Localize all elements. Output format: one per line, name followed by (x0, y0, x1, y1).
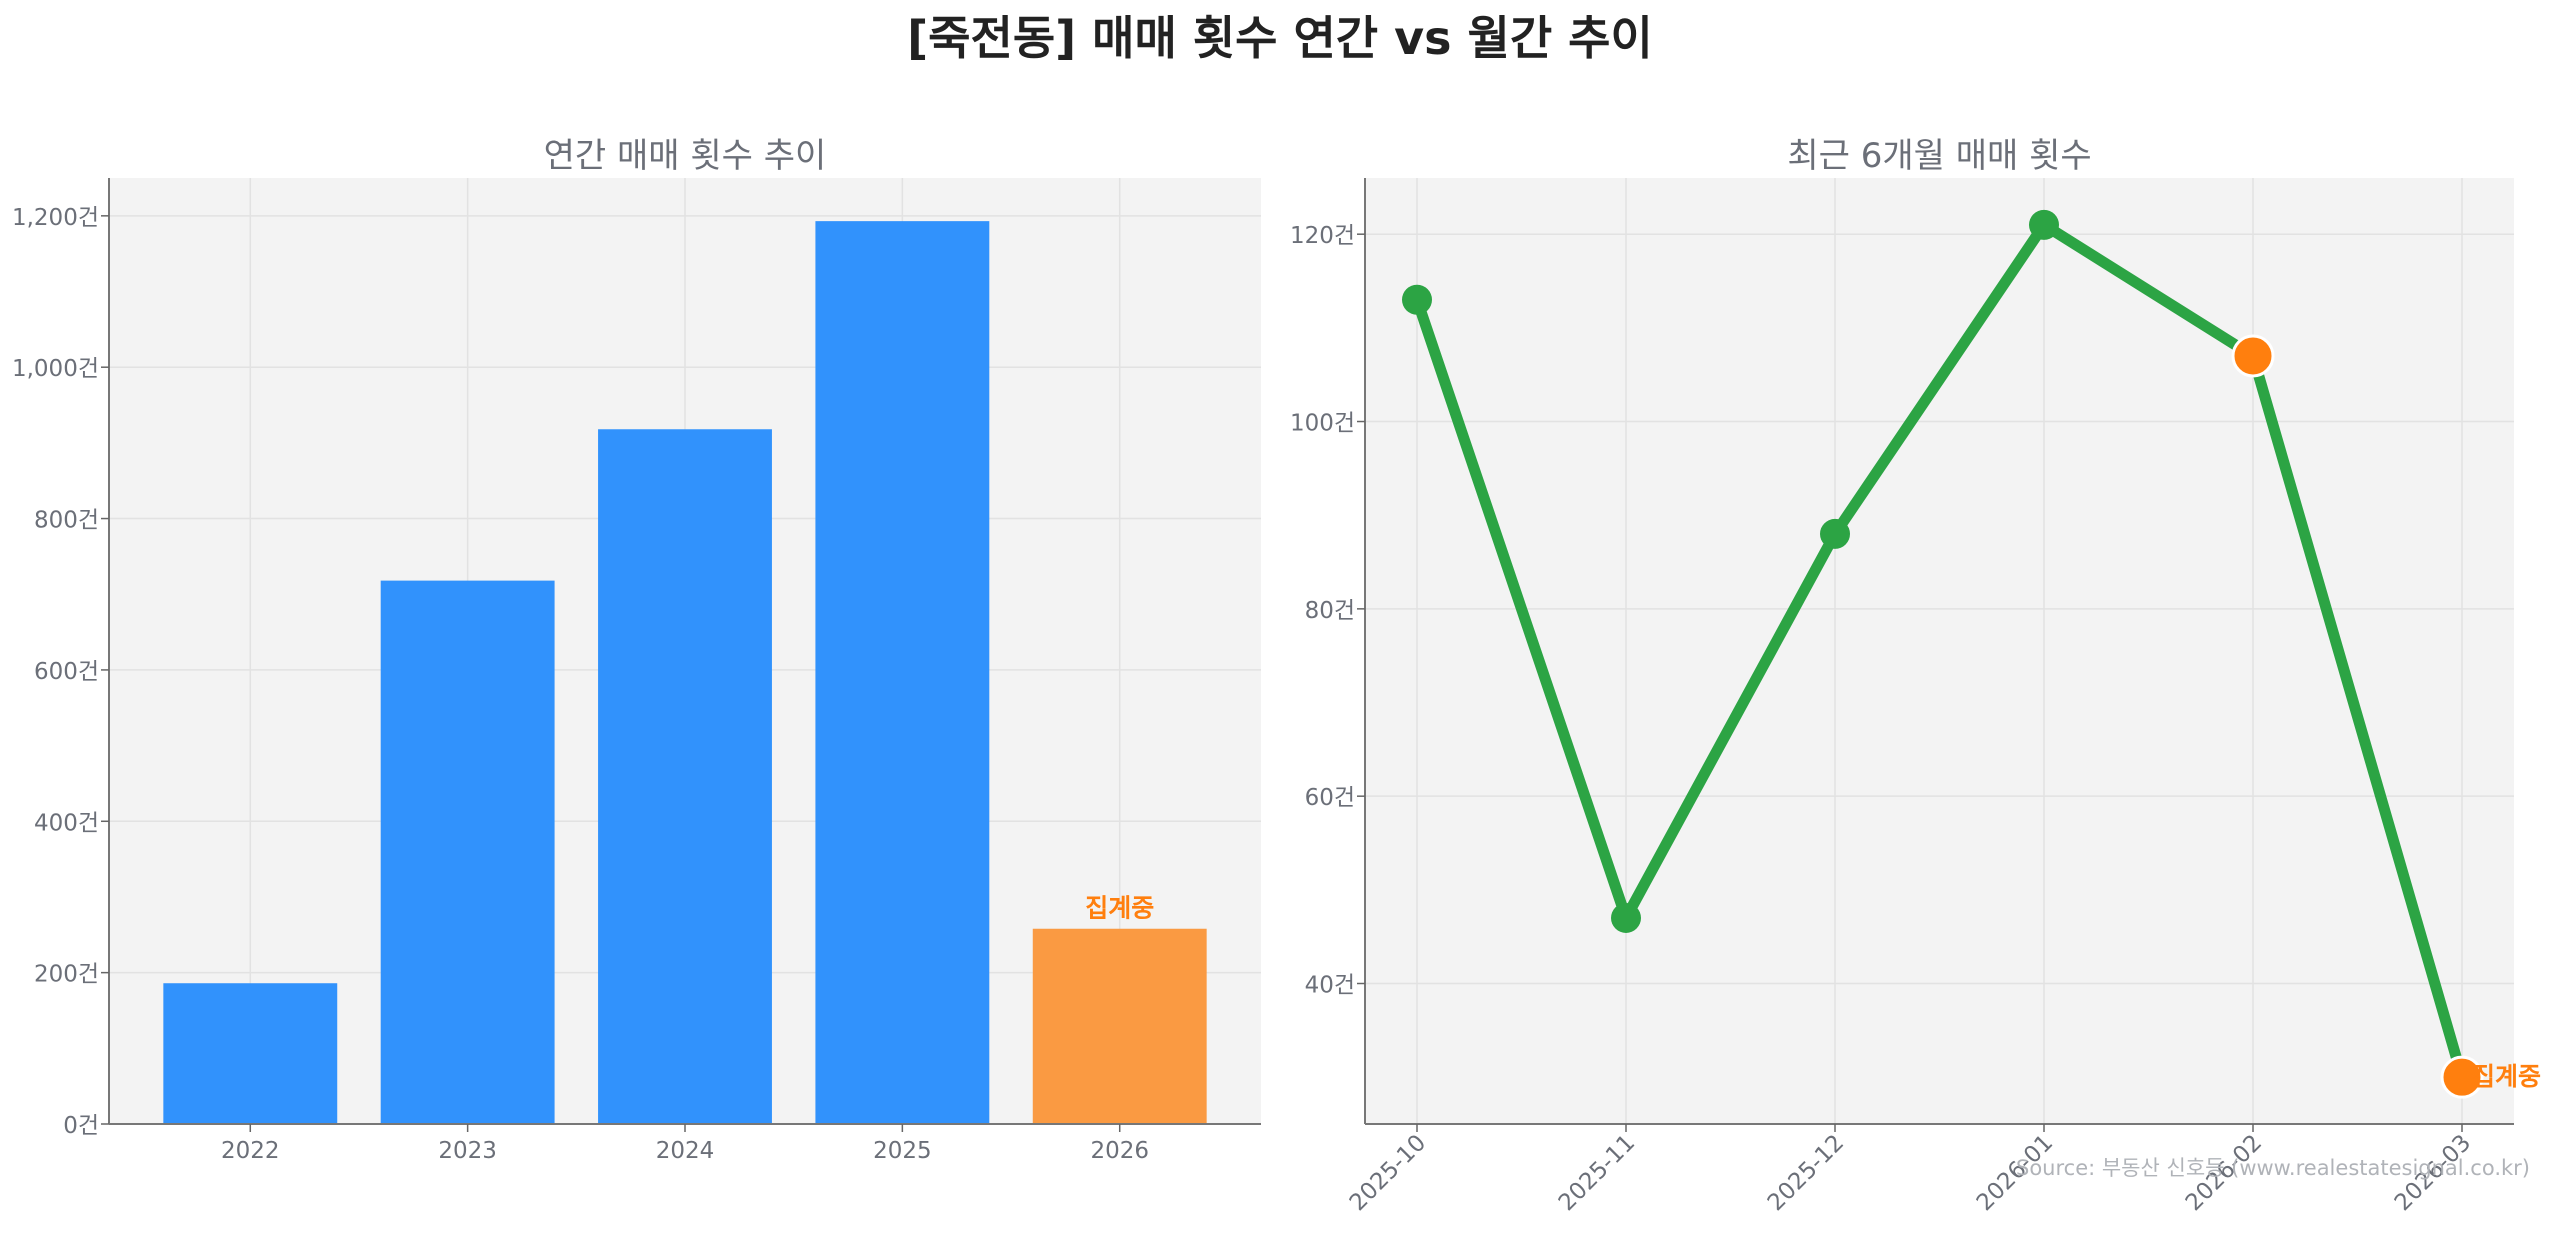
monthly-chart-title: 최근 6개월 매매 횟수 (1787, 136, 2091, 176)
monthly-gridlines (1365, 178, 2514, 1124)
monthly-point (2029, 209, 2059, 240)
annual-x-tick-label: 2025 (873, 1138, 932, 1164)
monthly-points (1402, 209, 2484, 1099)
annual-y-tick-label: 800건 (34, 508, 99, 534)
monthly-y-tick-label: 60건 (1305, 785, 1355, 811)
annual-y-ticks: 0건 200건 400건 600건 800건 1,000건 1,200건 (12, 205, 109, 1139)
annual-bar-partial (1032, 928, 1207, 1124)
annual-y-tick-label: 400건 (34, 810, 99, 836)
monthly-plot-area (1365, 178, 2514, 1124)
annual-x-tick-label: 2022 (221, 1138, 280, 1164)
annual-x-ticks: 2022 2023 2024 2025 2026 (221, 1124, 1149, 1164)
annual-bars (163, 221, 1207, 1125)
annual-x-tick-label: 2023 (438, 1138, 497, 1164)
monthly-line-series (1411, 219, 2468, 1083)
annual-x-tick-label: 2026 (1090, 1138, 1149, 1164)
main-title: [죽전동] 매매 횟수 연간 vs 월간 추이 (907, 11, 1653, 65)
monthly-y-tick-label: 40건 (1305, 973, 1355, 999)
monthly-y-tick-label: 80건 (1305, 598, 1355, 624)
monthly-y-tick-label: 100건 (1290, 411, 1355, 437)
monthly-x-tick-label: 2025-10 (1345, 1130, 1431, 1216)
annual-bar (815, 221, 990, 1125)
annual-y-tick-label: 200건 (34, 962, 99, 988)
annual-bar (163, 983, 338, 1124)
annual-bar (380, 580, 555, 1124)
monthly-line (1411, 219, 2468, 1083)
monthly-point (1402, 284, 1432, 315)
annual-x-tick-label: 2024 (656, 1138, 715, 1164)
annual-partial-label: 집계중 (1085, 894, 1154, 923)
monthly-axes (1364, 178, 2514, 1125)
monthly-x-tick-label: 2025-11 (1554, 1130, 1640, 1216)
monthly-y-tick-label: 120건 (1290, 223, 1355, 249)
annual-bar (598, 429, 772, 1125)
annual-y-tick-label: 1,000건 (12, 356, 99, 382)
annual-y-tick-label: 0건 (63, 1113, 99, 1139)
annual-chart-title: 연간 매매 횟수 추이 (544, 136, 827, 176)
monthly-point (1611, 902, 1641, 933)
monthly-x-tick-label: 2025-12 (1763, 1130, 1849, 1216)
source-credit: Source: 부동산 신호등 (www.realestatesignal.co… (2016, 1156, 2530, 1180)
monthly-partial-label: 집계중 (2472, 1062, 2541, 1091)
annual-y-tick-label: 600건 (34, 659, 99, 685)
monthly-y-ticks: 40건 60건 80건 100건 120건 (1290, 223, 1365, 999)
monthly-point-partial (2440, 1055, 2484, 1099)
monthly-point (1820, 518, 1850, 549)
annual-y-tick-label: 1,200건 (12, 205, 99, 231)
monthly-point-partial (2231, 334, 2275, 378)
